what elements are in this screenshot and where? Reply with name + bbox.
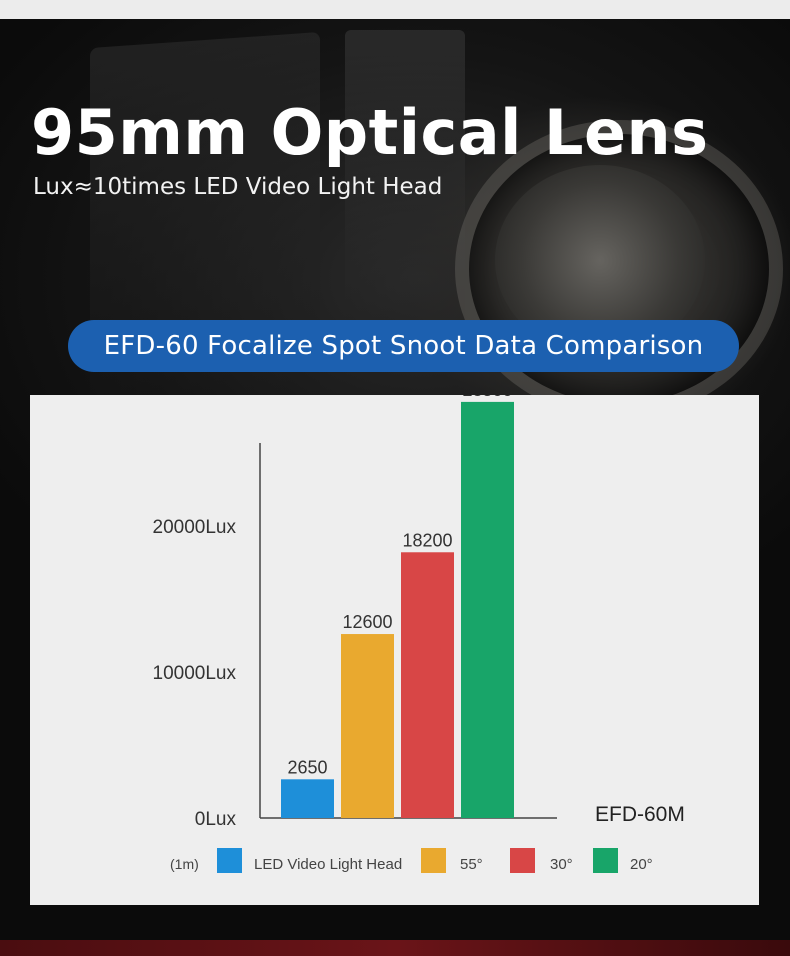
bar-1 <box>281 779 334 818</box>
barn-door-shape-2 <box>345 30 465 360</box>
legend-prefix: (1m) <box>170 856 199 872</box>
bar-value-label: 18200 <box>402 530 452 550</box>
bar-4 <box>461 401 514 818</box>
legend-swatch-2 <box>421 848 446 873</box>
comparison-banner-text: EFD-60 Focalize Spot Snoot Data Comparis… <box>103 331 704 361</box>
bar-value-label: 28500 <box>462 395 512 400</box>
y-tick-label: 20000Lux <box>153 517 237 538</box>
bar-3 <box>401 552 454 818</box>
bar-2 <box>341 634 394 818</box>
subheadline: Lux≈10times LED Video Light Head <box>33 174 443 200</box>
bottom-strip <box>0 940 790 956</box>
legend-swatch-3 <box>510 848 535 873</box>
legend-label-4: 20° <box>630 856 653 873</box>
comparison-banner: EFD-60 Focalize Spot Snoot Data Comparis… <box>68 320 739 372</box>
y-tick-label: 0Lux <box>195 809 237 830</box>
top-strip <box>0 0 790 19</box>
bar-chart: 0Lux 10000Lux 20000Lux 2650 12600 18200 28500 E… <box>153 395 685 873</box>
legend-label-3: 30° <box>550 856 573 873</box>
legend-label-2: 55° <box>460 856 483 873</box>
chart-panel: 0Lux 10000Lux 20000Lux 2650 12600 18200 28500 E… <box>30 395 759 905</box>
bar-value-label: 12600 <box>342 612 392 632</box>
legend-label-1: LED Video Light Head <box>254 856 402 873</box>
bar-value-label: 2650 <box>287 757 327 777</box>
headline: 95mm Optical Lens <box>31 96 709 169</box>
y-tick-label: 10000Lux <box>153 663 237 684</box>
legend-swatch-1 <box>217 848 242 873</box>
x-category-label: EFD-60M <box>595 803 685 826</box>
legend-swatch-4 <box>593 848 618 873</box>
